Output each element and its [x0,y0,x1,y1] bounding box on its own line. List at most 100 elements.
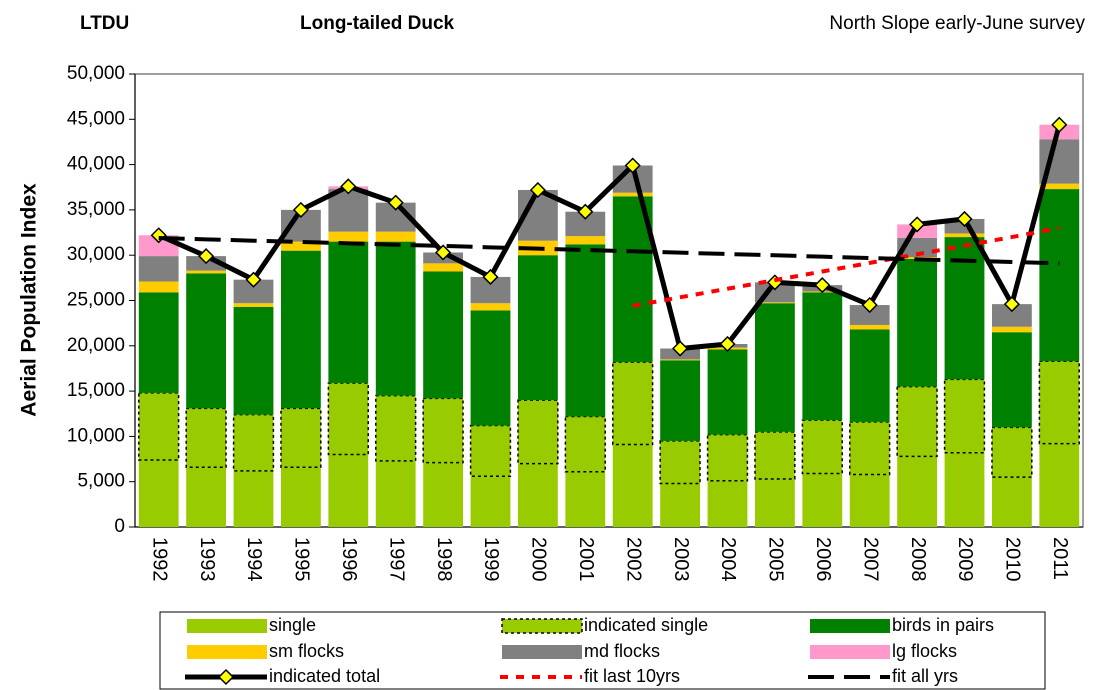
bar-segment [660,359,701,361]
y-tick-label: 5,000 [77,471,125,492]
legend-box [159,611,1046,690]
legend-label: fit last 10yrs [584,666,680,686]
bar-segment [517,463,558,527]
y-tick-label: 20,000 [67,335,125,356]
marker [577,203,594,220]
x-tick-label: 2010 [1002,537,1024,582]
marker [909,216,926,233]
bar-segment [423,462,464,527]
bar-segment [233,279,274,304]
bar-segment [1039,443,1080,527]
line-series [158,235,1060,266]
bar-segment [470,303,511,311]
bar-segment [612,361,654,446]
chart-subtitle: North Slope early-June survey [829,13,1085,34]
bar-segment [849,329,890,422]
bar-segment [612,444,653,527]
chart-title: Long-tailed Duck [300,13,455,34]
x-tick-label: 2009 [954,537,976,582]
bar-segment [802,292,843,421]
bar-segment [991,332,1032,428]
bar-segment [375,231,416,242]
x-tick-label: 2007 [859,537,881,582]
bar-segment [801,419,843,475]
bar-segment [849,474,890,527]
bar-segment [328,189,369,232]
legend-label: md flocks [584,641,660,661]
y-tick-label: 40,000 [67,154,125,175]
bar-segment [897,456,938,527]
marker [245,271,262,288]
bar-segment [1039,183,1080,190]
bar-segment [896,385,938,458]
bar-segment [138,292,179,393]
bar-segment [944,233,985,238]
bar-segment [612,192,653,197]
bar-segment [659,440,701,485]
y-tick-label: 10,000 [67,425,125,446]
bar-segment [423,263,464,272]
marker [482,268,499,286]
legend-swatch [187,645,267,659]
x-tick-label: 1995 [291,537,313,582]
bar-segment [991,326,1032,333]
bar-segment [138,392,180,461]
legend-label: single [269,615,316,635]
bar-segment [849,324,890,330]
marker [1003,296,1020,313]
marker [529,181,546,199]
x-tick-label: 2008 [907,537,929,582]
legend-swatch [810,645,890,659]
y-tick-label: 35,000 [67,199,125,220]
x-tick-label: 1992 [148,537,170,582]
bar-segment [375,241,416,396]
bar-segment [565,471,606,527]
bar-segment [280,467,321,527]
marker [719,335,736,353]
x-tick-label: 1996 [338,537,360,582]
legend-label: indicated total [269,666,380,686]
y-tick-label: 25,000 [67,290,125,311]
y-tick-label: 15,000 [67,380,125,401]
bar-segment [944,452,985,527]
bar-segment [233,306,274,415]
marker [672,340,689,357]
legend-swatch [501,618,583,634]
bar-segment [517,255,558,401]
x-tick-label: 2011 [1049,537,1071,580]
bar-segment [328,241,369,383]
bar-segment [327,382,369,456]
bar-segment [375,394,417,462]
code-label: LTDU [80,13,129,34]
bar-segment [328,454,369,527]
bar-segment [707,349,748,435]
marker [292,201,309,218]
bar-segment [470,310,511,426]
bar-segment [754,478,795,527]
bar-segment [660,360,701,441]
y-tick-label: 0 [114,516,125,537]
bar-segment [991,304,1032,327]
bar-segment [754,431,796,480]
bar-segment [897,258,938,387]
marker [814,277,831,294]
x-tick-label: 2006 [812,537,834,582]
bar-segment [138,256,179,282]
bar-segment [280,407,322,468]
bar-segment [517,399,559,465]
bar-segment [375,460,416,527]
x-tick-label: 2002 [622,537,644,582]
x-tick-label: 2003 [670,537,692,582]
bar-segment [943,378,986,454]
bar-segment [660,483,701,527]
bar-segment [1038,360,1080,445]
marker [624,157,641,174]
x-tick-label: 2004 [717,537,739,582]
marker [956,210,973,228]
bar-segment [233,470,274,527]
legend-marker [217,668,235,686]
bar-segment [186,273,227,409]
bar-segment [232,413,275,472]
x-tick-label: 2001 [575,537,597,582]
